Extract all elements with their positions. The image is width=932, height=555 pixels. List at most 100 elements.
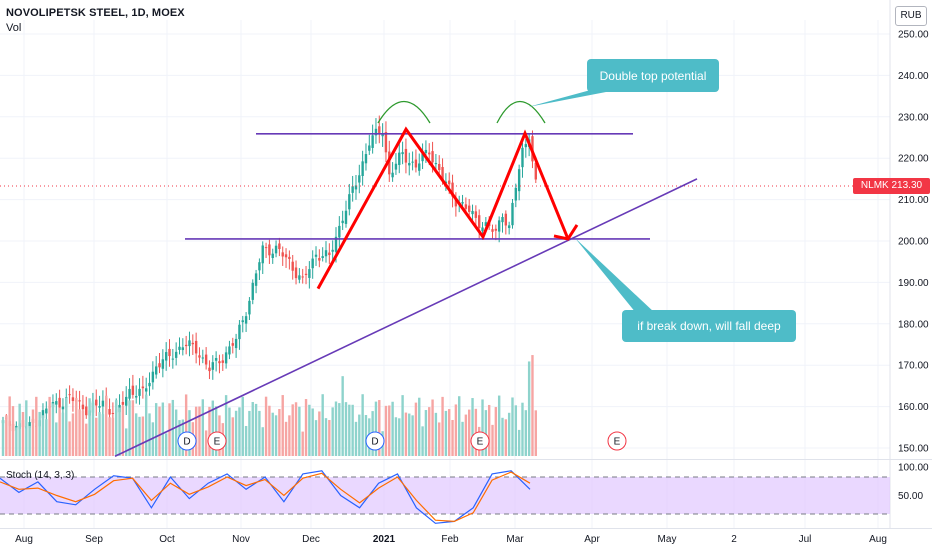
- volume-bar-82: [274, 415, 278, 456]
- candle-body-72: [241, 320, 244, 323]
- candle-body-124: [414, 159, 418, 168]
- volume-bar-48: [161, 402, 165, 456]
- volume-bar-105: [351, 404, 354, 456]
- volume-bar-85: [284, 421, 288, 456]
- volume-bar-124: [414, 402, 418, 456]
- callout-break-down[interactable]: if break down, will fall deep: [622, 310, 796, 342]
- candle-body-82: [274, 245, 278, 254]
- volume-bar-73: [244, 425, 248, 456]
- candle-body-148: [494, 228, 498, 231]
- price-tick-label-2: 170.00: [898, 361, 929, 372]
- volume-bar-26: [88, 398, 91, 456]
- candle-body-91: [304, 273, 308, 275]
- volume-bar-22: [75, 398, 78, 456]
- candle-body-32: [108, 408, 111, 415]
- candle-body-134: [448, 180, 451, 185]
- volume-bar-133: [444, 410, 448, 456]
- candle-body-127: [424, 149, 428, 153]
- volume-bar-141: [471, 398, 474, 456]
- volume-bar-62: [208, 406, 211, 456]
- volume-bar-19: [65, 397, 68, 456]
- volume-bar-1: [5, 415, 8, 456]
- volume-bar-108: [361, 394, 364, 456]
- volume-bar-119: [398, 418, 401, 456]
- volume-bar-70: [234, 410, 238, 456]
- price-tick-label-10: 250.00: [898, 30, 929, 41]
- volume-bar-132: [441, 396, 444, 456]
- candle-body-88: [294, 267, 298, 279]
- volume-bar-52: [174, 409, 178, 456]
- candle-body-126: [421, 153, 424, 162]
- volume-bar-71: [238, 407, 241, 456]
- stoch-label: Stoch (14, 3, 3): [6, 470, 74, 481]
- candle-body-39: [131, 385, 135, 395]
- volume-bar-23: [78, 409, 81, 456]
- volume-bar-103: [344, 402, 348, 456]
- volume-bar-138: [461, 421, 464, 456]
- volume-bar-76: [254, 403, 258, 456]
- candle-body-123: [411, 161, 414, 163]
- candle-body-36: [121, 401, 125, 405]
- price-tick-label-4: 190.00: [898, 278, 929, 289]
- candle-body-156: [521, 147, 524, 168]
- candle-body-28: [95, 399, 98, 406]
- volume-bar-130: [434, 412, 438, 456]
- symbol-title[interactable]: NOVOLIPETSK STEEL, 1D, MOEX: [6, 7, 185, 19]
- candle-body-45: [151, 371, 155, 383]
- candle-body-108: [361, 161, 364, 176]
- volume-bar-24: [81, 410, 85, 456]
- candle-body-140: [468, 205, 471, 212]
- volume-bar-31: [105, 395, 108, 456]
- candle-body-12: [41, 410, 45, 419]
- volume-bar-120: [401, 395, 404, 456]
- volume-bar-99: [331, 407, 334, 456]
- currency-button[interactable]: RUB: [895, 6, 927, 26]
- volume-bar-84: [281, 395, 284, 456]
- candle-body-51: [171, 358, 175, 360]
- price-tick-label-6: 210.00: [898, 195, 929, 206]
- candle-body-149: [497, 220, 501, 232]
- volume-bar-121: [404, 412, 408, 456]
- candle-body-43: [144, 388, 148, 392]
- volume-bar-156: [521, 402, 524, 456]
- stoch-band: [0, 477, 890, 514]
- volume-bar-55: [184, 394, 188, 456]
- candle-body-65: [218, 361, 221, 364]
- volume-bar-107: [358, 414, 361, 456]
- double-top-arrow-path: [316, 126, 570, 290]
- candle-body-145: [484, 222, 488, 226]
- candle-body-29: [98, 406, 101, 408]
- candle-body-113: [378, 126, 381, 133]
- candle-body-73: [244, 316, 248, 324]
- volume-bar-97: [324, 418, 328, 456]
- candle-body-44: [148, 382, 151, 387]
- volume-bar-150: [501, 417, 504, 456]
- stoch-tick-label-0: 50.00: [898, 491, 923, 502]
- candle-body-154: [514, 187, 518, 201]
- volume-bar-6: [21, 412, 25, 456]
- event-marker-label-3: E: [477, 437, 484, 448]
- candle-body-46: [154, 366, 158, 375]
- volume-bar-80: [268, 405, 271, 456]
- volume-bar-95: [318, 411, 321, 456]
- volume-label[interactable]: Vol: [6, 22, 22, 34]
- volume-bar-89: [298, 406, 301, 456]
- stoch-tick-label-1: 100.00: [898, 463, 929, 474]
- candle-body-110: [368, 145, 371, 151]
- candle-body-103: [344, 210, 348, 224]
- candle-body-117: [391, 172, 394, 178]
- volume-bar-149: [497, 395, 501, 456]
- candle-body-107: [358, 175, 361, 183]
- candle-body-24: [81, 404, 85, 410]
- volume-bar-140: [468, 409, 471, 456]
- candle-body-131: [438, 164, 441, 171]
- volume-bar-77: [258, 410, 261, 456]
- callout-double-top[interactable]: Double top potential: [587, 59, 719, 92]
- volume-bar-30: [101, 414, 105, 456]
- candle-body-40: [135, 396, 138, 398]
- volume-bar-128: [428, 407, 431, 456]
- event-marker-2: [365, 431, 385, 451]
- volume-bar-104: [348, 404, 351, 456]
